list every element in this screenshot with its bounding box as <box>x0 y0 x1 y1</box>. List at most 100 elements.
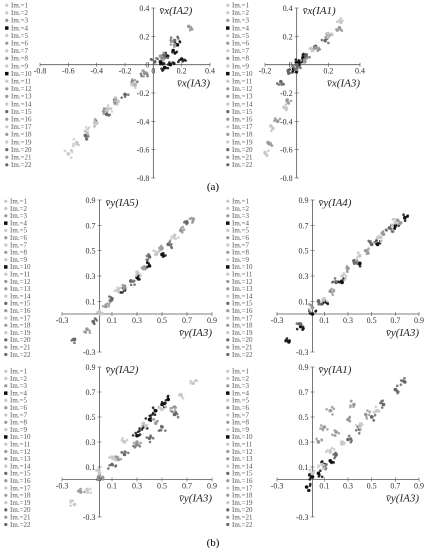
point-cluster <box>265 154 269 158</box>
y-tick-label: 0.1 <box>299 297 309 306</box>
legend-label: Im.=11 <box>11 78 32 86</box>
point-cluster <box>126 93 130 97</box>
point-cluster <box>332 407 336 411</box>
point-imimimim11 <box>135 440 139 444</box>
point-cluster <box>370 414 374 418</box>
point-cluster <box>105 110 109 114</box>
legend-marker <box>4 287 8 291</box>
point-cluster <box>365 414 368 418</box>
point-imimimim4 <box>160 402 164 407</box>
point-imimimim4 <box>166 397 171 402</box>
point-cluster <box>292 64 295 68</box>
legend-marker-square <box>226 221 230 225</box>
x-tick-label: 0.4 <box>205 67 215 76</box>
point-cluster <box>166 63 170 66</box>
legend-label: Im.=16 <box>11 116 32 124</box>
point-cluster <box>174 51 178 55</box>
legend-marker <box>226 398 230 402</box>
point-cluster <box>310 471 313 475</box>
point-cluster <box>402 379 405 382</box>
legend-label: Im.=12 <box>232 85 253 93</box>
point-cluster <box>385 229 388 232</box>
legend-marker <box>226 287 230 291</box>
legend-marker <box>226 228 230 232</box>
point-cluster <box>121 439 125 443</box>
point-cluster <box>143 425 147 429</box>
point-cluster <box>327 41 330 45</box>
legend-marker <box>4 457 8 461</box>
legend-marker <box>4 406 8 410</box>
legend-marker <box>226 316 230 320</box>
point-cluster <box>144 268 147 271</box>
point-cluster <box>164 398 168 402</box>
point-cluster <box>307 308 311 311</box>
point-cluster <box>292 67 296 70</box>
point-cluster <box>332 448 336 451</box>
legend-marker <box>226 384 230 388</box>
legend-label: Im.=11 <box>10 271 31 279</box>
point-cluster <box>109 295 113 299</box>
legend-marker <box>5 148 9 152</box>
x-tick-label: -0.6 <box>62 67 75 76</box>
point-cluster <box>326 299 329 303</box>
x-tick-label: 0.5 <box>367 482 377 491</box>
point-cluster <box>84 126 88 129</box>
legend-label: Im.=2 <box>11 9 28 17</box>
point-cluster <box>294 60 298 64</box>
point-cluster <box>308 312 312 315</box>
legend-marker <box>226 11 230 15</box>
point-cluster <box>145 261 149 264</box>
legend-label: Im.=10 <box>11 70 32 78</box>
point-cluster <box>151 413 154 416</box>
point-cluster <box>296 60 300 64</box>
point-imimimim2 <box>326 31 331 36</box>
point-cluster <box>391 217 395 221</box>
point-cluster <box>114 96 117 99</box>
x-tick-label: -0.4 <box>90 67 103 76</box>
legend-label: Im.=14 <box>232 462 253 470</box>
point-cluster <box>290 71 293 74</box>
point-cluster <box>176 37 180 40</box>
legend-marker-square <box>5 71 9 76</box>
legend-label: Im.=20 <box>11 146 32 154</box>
point-cluster <box>145 258 149 261</box>
point-cluster <box>183 220 187 223</box>
point-cluster <box>331 413 334 416</box>
point-cluster <box>332 288 336 292</box>
legend-marker <box>4 428 8 432</box>
point-cluster <box>372 418 376 422</box>
point-cluster <box>88 329 91 333</box>
legend-label: Im.=12 <box>10 448 31 456</box>
legend-marker <box>4 236 8 240</box>
legend-marker <box>226 406 230 410</box>
point-cluster <box>169 409 173 413</box>
legend-marker <box>226 155 230 159</box>
legend-marker <box>226 258 230 262</box>
point-cluster <box>132 444 135 448</box>
legend-marker <box>5 79 9 83</box>
point-cluster <box>396 391 399 395</box>
point-cluster <box>330 405 334 409</box>
point-cluster <box>374 405 378 409</box>
legend-marker <box>226 132 230 136</box>
legend-marker <box>226 479 230 483</box>
point-cluster <box>162 58 165 62</box>
point-cluster <box>116 286 119 290</box>
legend-marker <box>226 309 230 313</box>
point-cluster <box>177 236 180 239</box>
legend-label: Im.=8 <box>232 55 249 63</box>
legend-marker <box>226 64 230 68</box>
y-tick-label: 0.4 <box>283 4 293 13</box>
point-cluster <box>73 341 76 345</box>
legend-label: Im.=2 <box>10 205 27 213</box>
point-cluster <box>121 291 124 294</box>
point-cluster <box>155 56 158 60</box>
legend-label: Im.=13 <box>10 285 31 293</box>
point-imimimim4 <box>175 43 180 47</box>
point-cluster <box>170 235 173 238</box>
point-cluster <box>356 251 360 255</box>
point-imimimim21 <box>328 450 333 454</box>
point-cluster <box>340 443 343 446</box>
point-cluster <box>322 463 326 467</box>
point-cluster <box>339 440 343 444</box>
